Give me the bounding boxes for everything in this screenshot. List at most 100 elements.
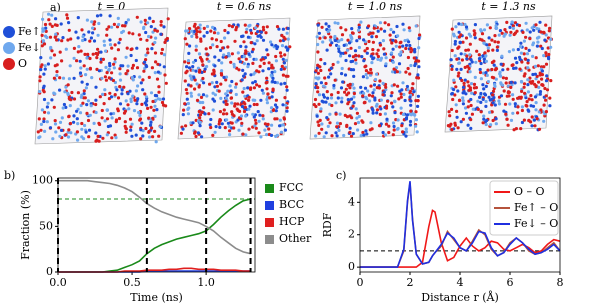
atom — [50, 98, 54, 102]
x-tick-label: 0 — [357, 276, 364, 289]
atom — [542, 30, 546, 34]
atom — [97, 21, 101, 26]
atom — [468, 86, 472, 90]
atom — [524, 57, 528, 61]
atom — [213, 64, 217, 68]
legend-swatch — [265, 201, 274, 210]
atom — [184, 88, 188, 92]
atom — [193, 22, 197, 26]
atom — [457, 71, 461, 75]
atom — [466, 105, 470, 109]
atom — [218, 118, 223, 122]
atom — [189, 91, 193, 95]
atom — [367, 71, 371, 75]
atom — [67, 21, 71, 25]
atom — [507, 94, 511, 98]
atom — [249, 41, 253, 45]
atom — [469, 126, 473, 130]
atom — [137, 110, 141, 115]
atom — [405, 113, 409, 117]
atom — [352, 91, 356, 96]
atom — [532, 118, 537, 122]
atom — [144, 30, 148, 35]
atom — [213, 85, 217, 89]
atom — [213, 55, 217, 59]
atom — [271, 66, 275, 70]
atom — [519, 95, 523, 99]
atom — [198, 120, 202, 124]
data-line — [360, 209, 561, 268]
atom — [117, 116, 122, 121]
atom — [326, 96, 330, 100]
atom — [59, 22, 63, 26]
atom — [150, 66, 154, 70]
atom — [50, 24, 54, 28]
atom — [363, 86, 368, 90]
atom — [468, 70, 472, 74]
atom — [329, 66, 333, 70]
atom — [36, 130, 40, 134]
atom — [379, 27, 383, 31]
atom — [83, 123, 87, 128]
atom — [477, 57, 482, 61]
atom — [41, 17, 45, 21]
atom — [194, 32, 198, 37]
atom — [456, 89, 460, 93]
atom — [381, 130, 385, 135]
atom — [149, 105, 153, 109]
atom — [335, 121, 340, 125]
atom — [537, 127, 542, 131]
atom — [136, 84, 140, 88]
atom — [227, 51, 231, 56]
atom — [506, 67, 510, 71]
atom — [281, 103, 285, 107]
atom — [87, 128, 92, 132]
atom — [217, 89, 221, 93]
atom — [157, 90, 161, 94]
atom — [372, 88, 376, 92]
atom — [224, 75, 229, 79]
atom — [94, 102, 98, 107]
atom — [154, 36, 158, 40]
atom — [229, 89, 233, 93]
atom — [48, 22, 52, 26]
atom — [479, 77, 483, 81]
atom — [371, 111, 375, 115]
atom — [413, 113, 417, 117]
atom — [285, 48, 290, 52]
atom — [359, 20, 363, 24]
atom — [543, 86, 547, 91]
atom — [124, 127, 128, 131]
atom — [160, 47, 164, 52]
atom — [414, 110, 418, 114]
atom — [159, 20, 163, 24]
atom — [80, 121, 84, 126]
atom — [398, 89, 402, 93]
atom — [497, 33, 501, 37]
atom — [486, 68, 490, 72]
atom — [135, 46, 139, 50]
atom — [83, 38, 87, 42]
atom — [58, 120, 63, 124]
atom — [416, 104, 420, 108]
atom — [146, 51, 150, 55]
atom — [224, 92, 228, 96]
data-line — [360, 181, 561, 268]
atom — [161, 97, 166, 101]
atom — [355, 111, 359, 115]
atom — [392, 67, 396, 71]
atom — [85, 103, 89, 107]
atom — [340, 66, 344, 71]
atom — [109, 95, 114, 99]
atom — [253, 80, 257, 84]
atom — [387, 23, 391, 27]
atom — [408, 123, 412, 127]
atom — [220, 73, 224, 77]
atom — [359, 134, 363, 138]
atom — [39, 128, 43, 132]
atom — [375, 72, 379, 76]
atom — [266, 92, 270, 96]
atom — [100, 108, 104, 113]
atom — [46, 62, 51, 66]
